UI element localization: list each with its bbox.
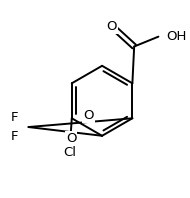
Text: F: F xyxy=(11,130,19,143)
Text: Cl: Cl xyxy=(63,146,77,159)
Text: O: O xyxy=(107,20,117,33)
Text: O: O xyxy=(66,132,76,146)
Text: O: O xyxy=(84,109,94,122)
Text: OH: OH xyxy=(166,30,187,43)
Text: F: F xyxy=(11,111,19,124)
